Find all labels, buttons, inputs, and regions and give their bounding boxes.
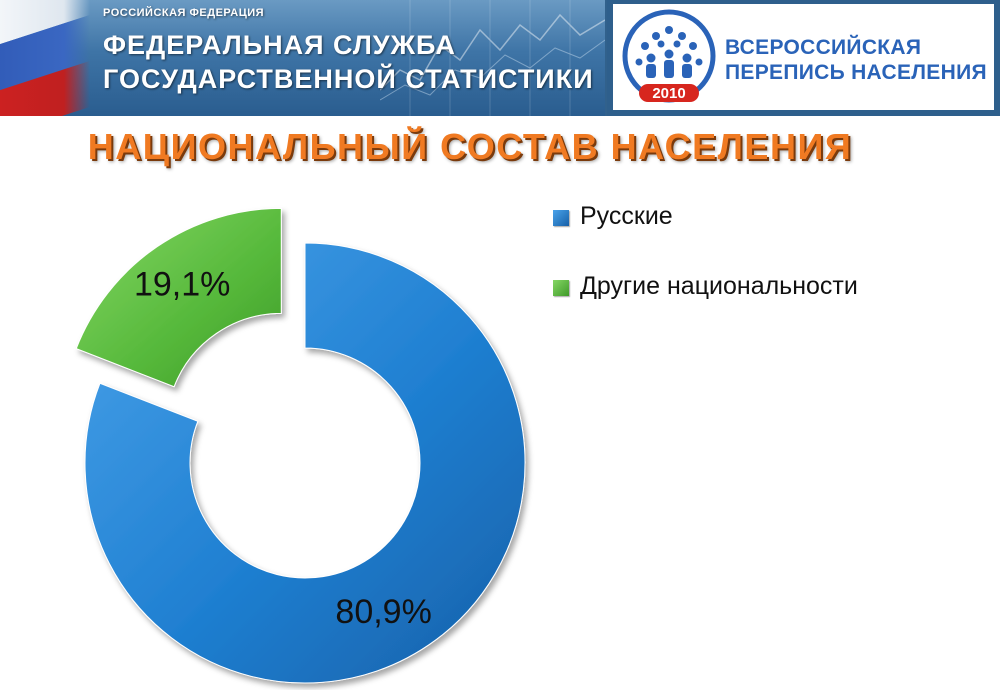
graph-lines-decoration [380, 0, 605, 116]
slice-russians [84, 242, 526, 684]
census-people-icon: 2010 [622, 9, 716, 103]
legend-swatch-russians [553, 210, 569, 226]
slice-label-others: 19,1% [134, 265, 230, 303]
census-title-line1: ВСЕРОССИЙСКАЯ [725, 36, 922, 59]
slice-label-russians: 80,9% [335, 593, 431, 631]
rosstat-banner: РОССИЙСКАЯ ФЕДЕРАЦИЯ ФЕДЕРАЛЬНАЯ СЛУЖБА … [0, 0, 605, 116]
chart-title: НАЦИОНАЛЬНЫЙ СОСТАВ НАСЕЛЕНИЯ [87, 126, 853, 167]
legend-label-russians: Русские [580, 202, 673, 230]
service-name-line1: ФЕДЕРАЛЬНАЯ СЛУЖБА [103, 30, 456, 60]
census-year: 2010 [652, 85, 685, 102]
census-logo-panel: 2010 ВСЕРОССИЙСКАЯ ПЕРЕПИСЬ НАСЕЛЕНИЯ [607, 0, 1000, 116]
header-banner: РОССИЙСКАЯ ФЕДЕРАЦИЯ ФЕДЕРАЛЬНАЯ СЛУЖБА … [0, 0, 1000, 116]
country-label: РОССИЙСКАЯ ФЕДЕРАЦИЯ [103, 7, 265, 19]
slice-others [75, 207, 282, 388]
census-title-line2: ПЕРЕПИСЬ НАСЕЛЕНИЯ [725, 61, 987, 84]
service-name-line2: ГОСУДАРСТВЕННОЙ СТАТИСТИКИ [103, 64, 594, 94]
legend-swatch-others [553, 280, 569, 296]
legend-label-others: Другие национальности [580, 272, 858, 300]
